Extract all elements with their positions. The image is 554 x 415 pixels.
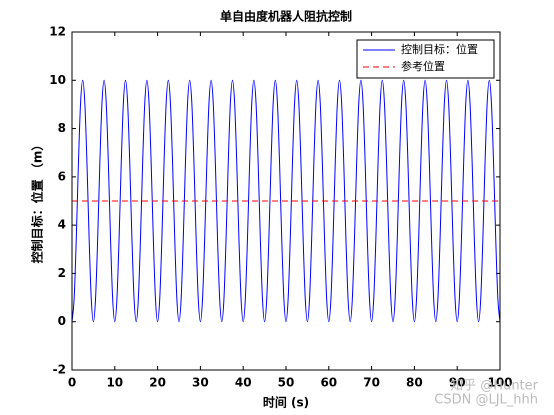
x-tick-label: 90 <box>449 376 466 390</box>
legend-label: 参考位置 <box>401 59 445 73</box>
legend-label: 控制目标：位置 <box>401 42 478 56</box>
y-tick-label: 6 <box>58 169 66 183</box>
legend-box <box>356 39 495 79</box>
y-tick-label: 8 <box>58 121 66 135</box>
data-line <box>71 79 501 323</box>
y-tick-label: 10 <box>49 73 66 87</box>
y-tick-label: 2 <box>58 266 66 280</box>
x-tick-label: 0 <box>68 376 76 390</box>
y-tick-label: 4 <box>58 218 66 232</box>
x-tick-label: 70 <box>363 376 380 390</box>
watermark: 知乎 @Hunter <box>450 378 538 394</box>
x-tick-label: 10 <box>106 376 123 390</box>
x-tick-label: 80 <box>406 376 423 390</box>
axes-frame <box>71 31 501 371</box>
y-tick-label: 12 <box>49 25 66 39</box>
y-tick-label: 0 <box>58 314 66 328</box>
watermark: CSDN @LJL_hhh <box>434 393 538 408</box>
x-tick-label: 50 <box>278 376 295 390</box>
x-tick-label: 100 <box>487 376 512 390</box>
x-axis-label: 时间 (s) <box>263 395 309 410</box>
y-tick-label: -2 <box>53 363 66 377</box>
x-tick-label: 30 <box>192 376 209 390</box>
x-tick-label: 40 <box>235 376 252 390</box>
chart-title: 单自由度机器人阻抗控制 <box>220 9 352 24</box>
x-tick-label: 60 <box>320 376 337 390</box>
x-tick-label: 20 <box>149 376 166 390</box>
y-axis-label: 控制目标：位置 （m） <box>30 139 45 264</box>
